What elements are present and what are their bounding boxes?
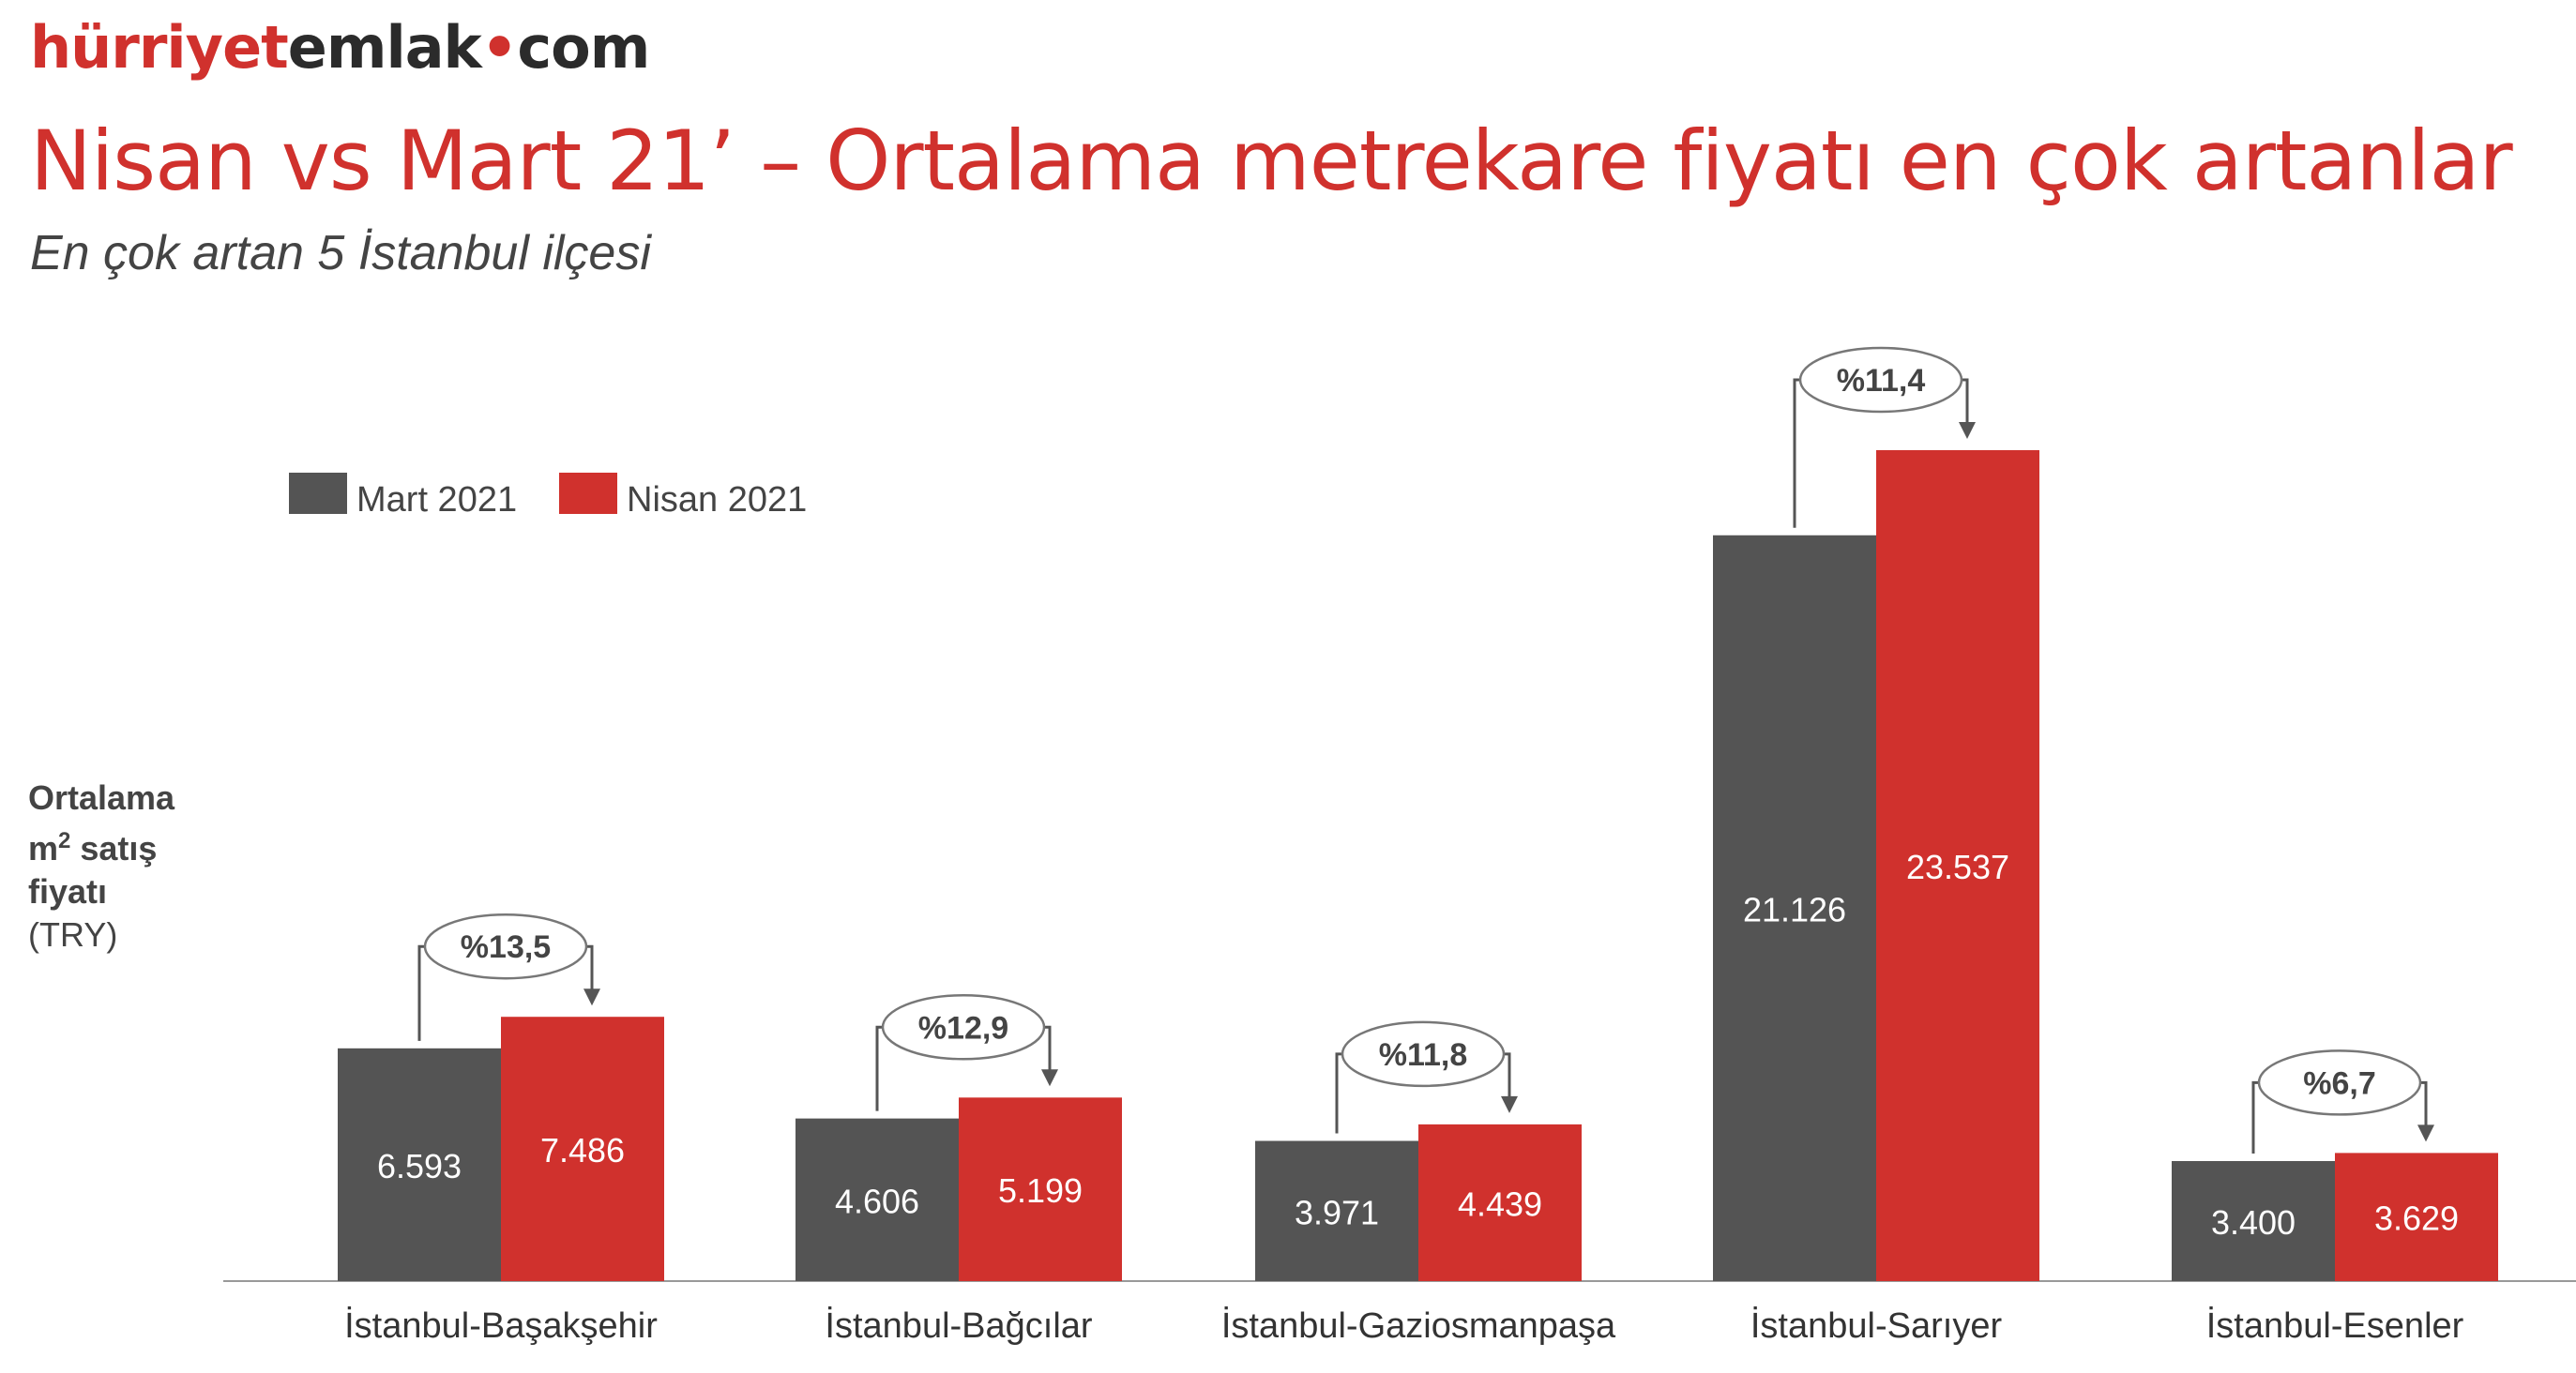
- category-label-4: İstanbul-Sarıyer: [1750, 1305, 2003, 1346]
- data-label-1-2: 7.486: [540, 1131, 625, 1169]
- change-label-3: %11,8: [1379, 1037, 1468, 1073]
- category-label-1: İstanbul-Başakşehir: [344, 1305, 658, 1346]
- data-label-5-1: 3.400: [2211, 1203, 2296, 1242]
- category-label-2: İstanbul-Bağcılar: [825, 1305, 1092, 1346]
- data-label-5-2: 3.629: [2374, 1199, 2459, 1238]
- bar-2-2: [959, 1097, 1122, 1281]
- bar-3-1: [1255, 1140, 1418, 1281]
- legend-label-1: Mart 2021: [356, 480, 517, 520]
- change-badge-3: [1341, 1020, 1506, 1088]
- logo-part-1: hürriyet: [30, 13, 289, 82]
- data-label-3-1: 3.971: [1295, 1193, 1379, 1231]
- data-label-4-2: 23.537: [1906, 848, 2009, 886]
- change-arrow-4: [1959, 422, 1976, 439]
- change-label-4: %11,4: [1837, 363, 1926, 399]
- change-label-1: %13,5: [461, 929, 551, 965]
- data-label-2-2: 5.199: [998, 1171, 1083, 1210]
- legend-swatch-2: [559, 473, 617, 514]
- bar-5-2: [2335, 1153, 2498, 1281]
- bar-2-1: [796, 1118, 959, 1281]
- bar-4-2: [1876, 450, 2039, 1281]
- data-label-2-1: 4.606: [835, 1182, 919, 1220]
- logo: hürriyetemlak•com: [30, 13, 650, 82]
- change-arrow-1: [583, 988, 600, 1006]
- change-arrow-2: [1041, 1069, 1058, 1087]
- category-label-5: İstanbul-Esenler: [2206, 1305, 2464, 1346]
- bar-1-2: [501, 1017, 664, 1281]
- bar-1-1: [338, 1048, 501, 1281]
- bar-3-2: [1418, 1124, 1582, 1281]
- change-badge-5: [2257, 1049, 2422, 1116]
- category-label-3: İstanbul-Gaziosmanpaşa: [1221, 1305, 1616, 1346]
- change-arrow-3: [1501, 1095, 1518, 1113]
- bar-4-1: [1713, 535, 1876, 1281]
- logo-dot: •: [480, 13, 519, 82]
- legend-swatch-1: [289, 473, 347, 514]
- y-axis-label-line4: (TRY): [28, 915, 118, 954]
- chart-title: Nisan vs Mart 21’ – Ortalama metrekare f…: [30, 113, 2513, 209]
- y-axis-label-line3: fiyatı: [28, 872, 108, 911]
- change-label-5: %6,7: [2303, 1065, 2376, 1101]
- y-axis-label-line2: m2 satış: [28, 828, 158, 868]
- chart-subtitle: En çok artan 5 İstanbul ilçesi: [30, 226, 651, 280]
- logo-part-2: emlak: [287, 13, 482, 82]
- change-label-2: %12,9: [918, 1010, 1008, 1046]
- y-axis-label: Ortalama m2 satış fiyatı (TRY): [28, 777, 174, 957]
- change-arrow-5: [2417, 1124, 2434, 1142]
- data-label-1-1: 6.593: [377, 1147, 462, 1185]
- change-badge-2: [881, 994, 1046, 1061]
- legend-label-2: Nisan 2021: [627, 480, 807, 520]
- change-badge-4: [1798, 346, 1963, 414]
- logo-part-3: com: [517, 13, 650, 82]
- y-axis-label-line1: Ortalama: [28, 778, 175, 817]
- change-badge-1: [423, 913, 588, 980]
- bar-5-1: [2172, 1161, 2335, 1281]
- data-label-3-2: 4.439: [1458, 1184, 1542, 1223]
- data-label-4-1: 21.126: [1743, 890, 1846, 928]
